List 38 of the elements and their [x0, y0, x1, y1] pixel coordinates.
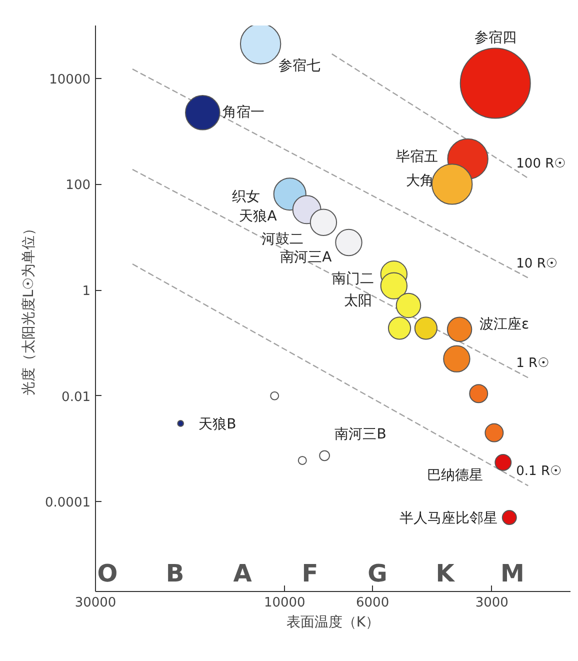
y-tick-label: 1: [82, 284, 91, 300]
annotation: 织女: [232, 189, 260, 206]
y-tick-label: 100: [66, 178, 91, 194]
annotation: K: [436, 560, 456, 588]
annotation: 毕宿五: [396, 148, 438, 165]
annotation: 参宿七: [278, 58, 321, 74]
annotation: O: [97, 560, 118, 588]
x-tick-label: 6000: [356, 596, 390, 610]
annotation: 角宿一: [222, 104, 265, 121]
y-tick-label: 0.0001: [45, 496, 91, 511]
annotation: 波江座ε: [480, 316, 530, 332]
series-label: 0.1 R☉: [516, 464, 562, 480]
series-label: 100 R☉: [516, 156, 566, 172]
annotation: B: [166, 560, 184, 588]
x-tick-label: 30000: [74, 596, 116, 610]
annotation: G: [368, 560, 388, 588]
y-tick-label: 10000: [49, 72, 91, 88]
annotation: 南河三A: [280, 250, 332, 266]
annotation: M: [500, 560, 524, 588]
annotation: 南门二: [332, 271, 374, 288]
annotation: 天狼B: [198, 416, 236, 432]
annotation: 天狼A: [239, 208, 278, 225]
annotation: 大角: [406, 173, 434, 190]
x-tick-label: 3000: [475, 596, 508, 610]
annotation: 太阳: [344, 292, 372, 309]
annotation: F: [302, 560, 318, 588]
annotation: 参宿四: [474, 30, 516, 46]
annotation: A: [233, 560, 252, 588]
x-axis-title: 表面温度（K）: [286, 614, 380, 630]
annotation: 南河三B: [334, 426, 386, 443]
annotation: 半人马座比邻星: [399, 510, 498, 527]
series-label: 1 R☉: [516, 356, 550, 372]
series-label: 10 R☉: [516, 256, 558, 272]
x-tick-label: 10000: [264, 596, 306, 610]
annotation: 巴纳德星: [427, 467, 484, 484]
y-axis-title: 光度（太阳光度L☉为单位）: [21, 221, 38, 396]
annotation: 河鼓二: [261, 231, 304, 248]
y-tick-label: 0.01: [62, 390, 91, 405]
